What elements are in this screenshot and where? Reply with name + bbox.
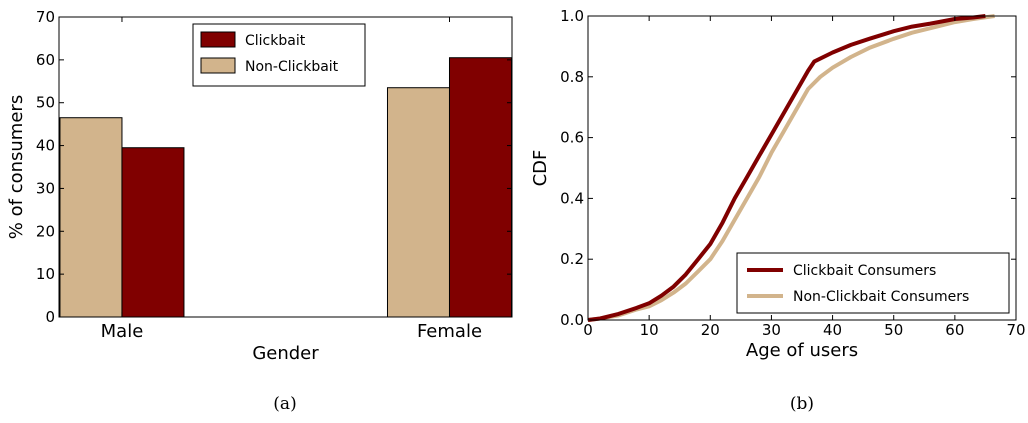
- x-tick-label: 60: [945, 321, 964, 339]
- y-tick-label: 0: [45, 308, 55, 326]
- y-tick-label: 30: [36, 179, 55, 197]
- bar-male-non-clickbait: [59, 117, 123, 318]
- legend-label: Non-Clickbait: [245, 59, 339, 75]
- caption-a: (a): [273, 394, 296, 414]
- legend-label: Clickbait Consumers: [793, 263, 936, 279]
- x-tick-label: 70: [1006, 321, 1025, 339]
- x-tick-label: 10: [640, 321, 659, 339]
- y-tick-label: 0.2: [560, 250, 584, 268]
- x-tick-label: 50: [884, 321, 903, 339]
- legend-label: Non-Clickbait Consumers: [793, 289, 969, 305]
- bar-group: [59, 57, 512, 318]
- y-tick-label: 0.4: [560, 189, 584, 207]
- x-tick-label: 40: [823, 321, 842, 339]
- y-tick-label: 0.6: [560, 129, 584, 147]
- x-axis-label: Gender: [252, 343, 319, 364]
- y-axis-ticks: 0.0 0.2 0.4 0.6 0.8 1.0: [560, 7, 1016, 329]
- y-tick-label: 70: [36, 8, 55, 26]
- bar-male-clickbait: [121, 147, 185, 318]
- x-tick-label: 0: [583, 321, 593, 339]
- x-tick-label: 20: [701, 321, 720, 339]
- bar-female-non-clickbait: [386, 87, 450, 318]
- legend-label: Clickbait: [245, 33, 306, 49]
- y-tick-label: 0.8: [560, 68, 584, 86]
- y-tick-label: 1.0: [560, 7, 584, 25]
- y-axis-ticks: 0 10 20 30 40 50 60 70: [36, 8, 512, 326]
- series-lines: [587, 14, 995, 322]
- y-tick-label: 20: [36, 222, 55, 240]
- plot-frame: [58, 16, 513, 318]
- legend: Clickbait Non-Clickbait: [192, 23, 366, 87]
- legend-swatch: [200, 57, 236, 74]
- y-tick-label: 60: [36, 51, 55, 69]
- bar-chart-gender: 0 10 20 30 40 50 60 70 Male Female Gender % of c…: [6, 8, 513, 414]
- y-axis-label: % of consumers: [6, 95, 27, 239]
- x-axis-ticks: 0 10 20 30 40 50 60 70: [583, 16, 1026, 339]
- x-tick-label: 30: [762, 321, 781, 339]
- plot-frame: [587, 15, 1017, 321]
- line-clickbait-consumers: [587, 14, 986, 322]
- y-axis-label: CDF: [530, 150, 551, 187]
- y-tick-label: 50: [36, 94, 55, 112]
- y-tick-label: 10: [36, 265, 55, 283]
- caption-b: (b): [790, 394, 814, 414]
- x-axis-ticks: Male Female: [101, 17, 482, 342]
- legend-frame: [736, 252, 1010, 314]
- x-tick-label: Female: [417, 321, 482, 342]
- bar-female-clickbait: [448, 57, 512, 318]
- line-non-clickbait-consumers: [587, 14, 995, 322]
- x-tick-label: Male: [101, 321, 144, 342]
- y-tick-label: 0.0: [560, 311, 584, 329]
- cdf-chart-age: 0.0 0.2 0.4 0.6 0.8 1.0 0 10 20 30 40 50 60 70 Age o…: [530, 7, 1026, 414]
- legend-swatch: [200, 31, 236, 48]
- y-tick-label: 40: [36, 137, 55, 155]
- legend: Clickbait Consumers Non-Clickbait Consume…: [736, 252, 1010, 314]
- x-axis-label: Age of users: [746, 340, 858, 361]
